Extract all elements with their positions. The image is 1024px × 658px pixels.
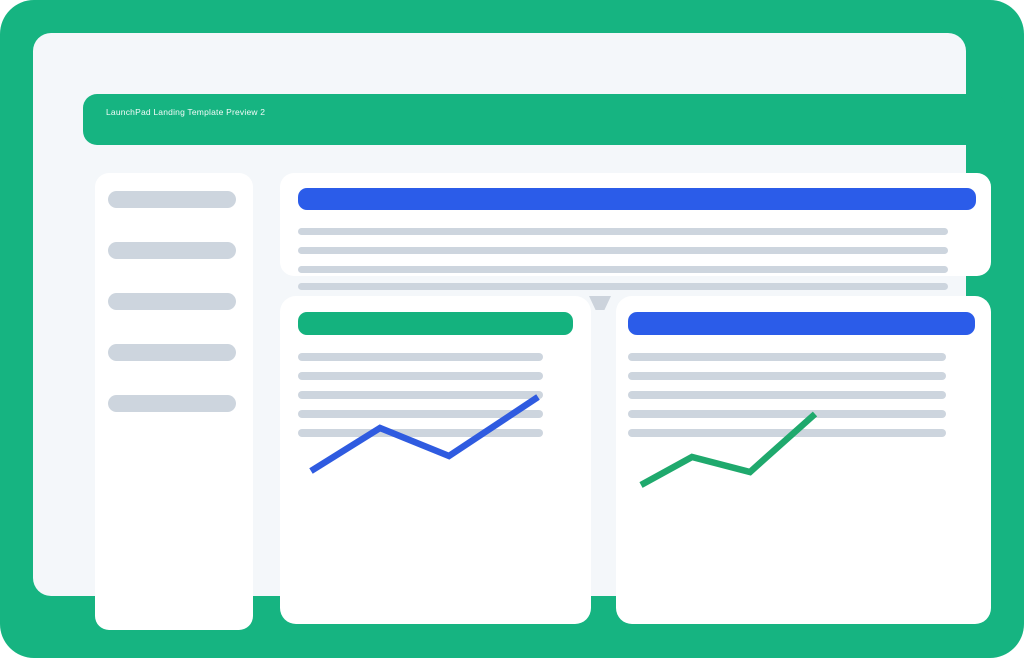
card-text-placeholder [628,372,946,380]
hero-heading-placeholder [298,188,976,210]
blue-sparkline-chart [309,394,540,474]
sidebar-nav-placeholder[interactable] [108,293,236,310]
card-text-placeholder [298,372,543,380]
feature-card-right [616,296,991,624]
card-text-placeholder [298,353,543,361]
hero-card [280,173,991,276]
card-text-placeholder [628,410,946,418]
title-bar-label: LaunchPad Landing Template Preview 2 [106,107,266,117]
green-sparkline-chart [639,411,818,488]
preview-panel: LaunchPad Landing Template Preview 2 [33,33,1006,630]
card-text-placeholder [298,391,543,399]
sidebar-nav-placeholder[interactable] [108,395,236,412]
title-bar: LaunchPad Landing Template Preview 2 [83,94,1006,145]
hero-text-placeholder [298,228,948,235]
card-heading-placeholder [628,312,975,335]
divider-notch-icon [589,296,611,310]
card-text-placeholder [628,391,946,399]
card-heading-placeholder [298,312,573,335]
sidebar [95,173,253,630]
sidebar-nav-placeholder[interactable] [108,191,236,208]
card-text-placeholder [298,429,543,437]
sidebar-nav-placeholder[interactable] [108,242,236,259]
hero-text-placeholder [298,266,948,273]
hero-text-placeholder [298,283,948,290]
card-text-placeholder [628,353,946,361]
card-text-placeholder [298,410,543,418]
feature-card-left [280,296,591,624]
hero-text-placeholder [298,247,948,254]
card-text-placeholder [628,429,946,437]
sidebar-nav-placeholder[interactable] [108,344,236,361]
